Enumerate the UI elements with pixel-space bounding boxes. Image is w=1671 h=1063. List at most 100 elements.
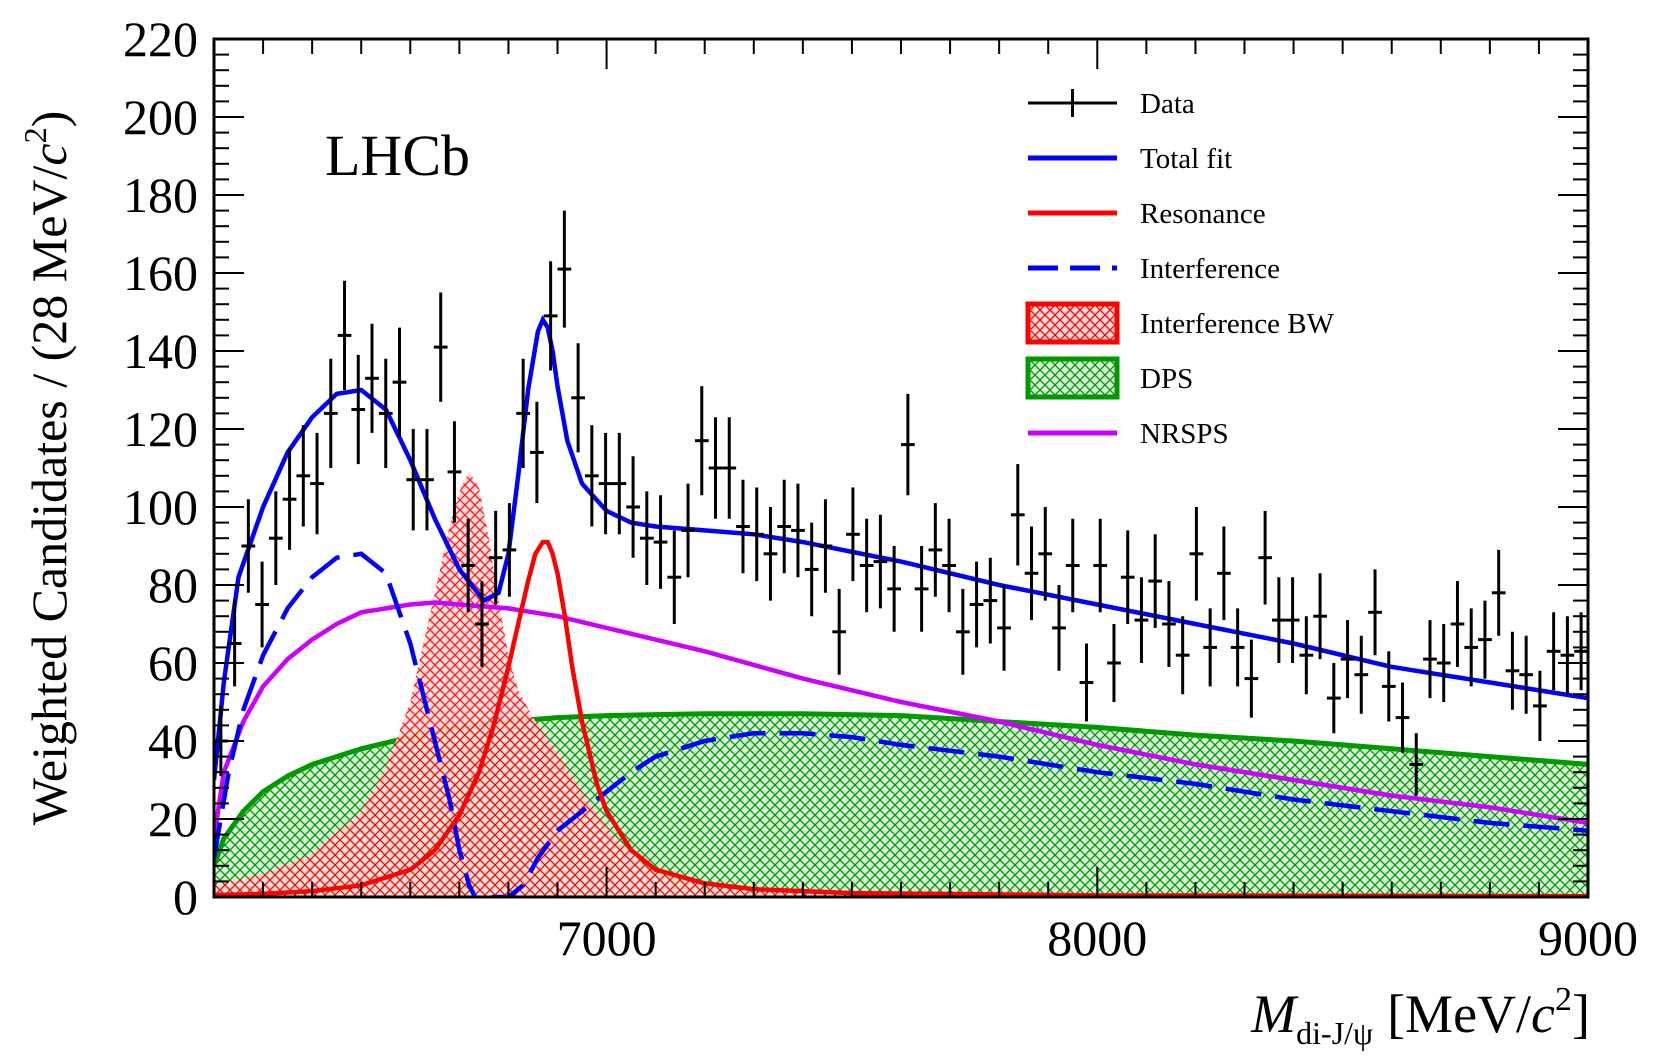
data-point xyxy=(571,343,585,453)
legend-item-interference-bw: Interference BW xyxy=(1025,301,1335,345)
legend-item-total-fit: Total fit xyxy=(1028,143,1232,175)
data-point xyxy=(667,530,682,624)
data-point xyxy=(1107,624,1121,702)
y-tick-label: 120 xyxy=(123,401,198,457)
legend-item-data: Data xyxy=(1028,88,1195,120)
data-point xyxy=(365,323,379,433)
legend-item-dps: DPS xyxy=(1025,356,1193,400)
y-axis-label: Weighted Candidates / (28 MeV/c2) xyxy=(17,111,77,826)
x-axis-label-unit: [MeV/ xyxy=(1387,984,1531,1044)
data-point xyxy=(983,557,998,644)
y-tick-label: 40 xyxy=(148,713,198,769)
data-point xyxy=(310,432,324,535)
data-point xyxy=(653,495,668,589)
data-point xyxy=(323,358,338,468)
data-point xyxy=(626,456,640,558)
data-point xyxy=(955,588,970,675)
data-point xyxy=(241,499,256,593)
data-point xyxy=(736,479,750,574)
data-point xyxy=(873,514,888,609)
data-point xyxy=(1162,581,1176,667)
data-point xyxy=(1519,635,1534,714)
data-point xyxy=(543,261,558,371)
data-point xyxy=(392,327,407,437)
x-axis-label: Mdi-J/ψ [MeV/c2] xyxy=(1250,981,1590,1051)
data-point xyxy=(1436,624,1451,702)
data-point xyxy=(1010,464,1025,566)
data-point xyxy=(1560,616,1575,695)
interference-bw-area xyxy=(214,471,1588,897)
data-point xyxy=(1038,507,1053,601)
data-point xyxy=(887,546,901,632)
x-axis-label-close: ] xyxy=(1572,984,1590,1044)
data-point xyxy=(282,448,297,550)
data-point xyxy=(406,429,421,531)
y-tick-label: 140 xyxy=(123,323,198,379)
legend-label: DPS xyxy=(1140,363,1193,395)
y-axis-label-main: Weighted Candidates / (28 MeV/ xyxy=(21,165,77,825)
data-point xyxy=(420,429,434,531)
y-tick-label: 80 xyxy=(148,557,198,613)
data-point xyxy=(1175,616,1190,695)
data-point xyxy=(1533,670,1547,741)
data-point xyxy=(1574,612,1588,691)
legend-label: Interference BW xyxy=(1140,308,1335,340)
data-point xyxy=(447,421,462,523)
experiment-label: LHCb xyxy=(325,123,470,188)
data-point xyxy=(1230,608,1245,687)
data-point xyxy=(1313,573,1327,660)
data-point xyxy=(1395,682,1410,753)
data-point xyxy=(1052,585,1066,671)
data-point xyxy=(694,386,709,496)
y-tick-label: 200 xyxy=(123,89,198,145)
data-point xyxy=(777,479,792,574)
data-point xyxy=(639,491,654,585)
data-point xyxy=(488,510,503,605)
data-point xyxy=(1505,631,1520,710)
data-point xyxy=(584,425,599,527)
data-point xyxy=(763,507,778,601)
data-point xyxy=(1134,577,1149,663)
data-point xyxy=(530,401,544,504)
x-tick-label: 8000 xyxy=(1047,910,1147,966)
data-points xyxy=(214,210,1588,796)
x-axis-label-c: c xyxy=(1531,984,1555,1044)
data-point xyxy=(914,546,929,632)
data-point xyxy=(1065,518,1080,613)
data-point xyxy=(1354,635,1369,714)
data-point xyxy=(1093,518,1108,613)
y-tick-label: 100 xyxy=(123,479,198,535)
data-point xyxy=(1203,608,1218,687)
y-tick-label: 220 xyxy=(123,11,198,67)
data-point xyxy=(846,487,860,582)
x-tick-label: 9000 xyxy=(1538,910,1638,966)
fit-curves xyxy=(214,314,1588,897)
data-point xyxy=(969,561,984,648)
data-point xyxy=(516,358,531,468)
data-point xyxy=(1340,620,1355,699)
legend-item-nrsps: NRSPS xyxy=(1028,418,1229,450)
data-point xyxy=(1381,651,1396,722)
data-point xyxy=(351,354,366,465)
data-point xyxy=(1285,577,1300,663)
legend-label: Resonance xyxy=(1140,198,1266,230)
data-point xyxy=(1368,569,1382,656)
data-point xyxy=(1326,663,1341,734)
y-axis-label-sup: 2 xyxy=(17,127,53,143)
data-point xyxy=(337,280,352,390)
axis-tick-labels: 7000 8000 9000 0 20 40 60 80 100 120 140 160 180 200 2… xyxy=(123,11,1638,966)
data-point xyxy=(832,588,847,675)
legend-swatch xyxy=(1025,356,1120,400)
data-point xyxy=(612,432,627,535)
data-point xyxy=(859,518,874,613)
data-point xyxy=(557,210,572,328)
data-point xyxy=(708,417,723,519)
legend-label: Interference xyxy=(1140,253,1280,285)
data-point xyxy=(1409,733,1424,796)
legend: Data Total fit Resonance Interference Interf… xyxy=(1025,88,1335,450)
y-tick-label: 0 xyxy=(173,869,198,925)
legend-label: Data xyxy=(1140,88,1195,120)
y-tick-label: 60 xyxy=(148,635,198,691)
data-point xyxy=(722,417,737,519)
data-point xyxy=(749,487,764,582)
